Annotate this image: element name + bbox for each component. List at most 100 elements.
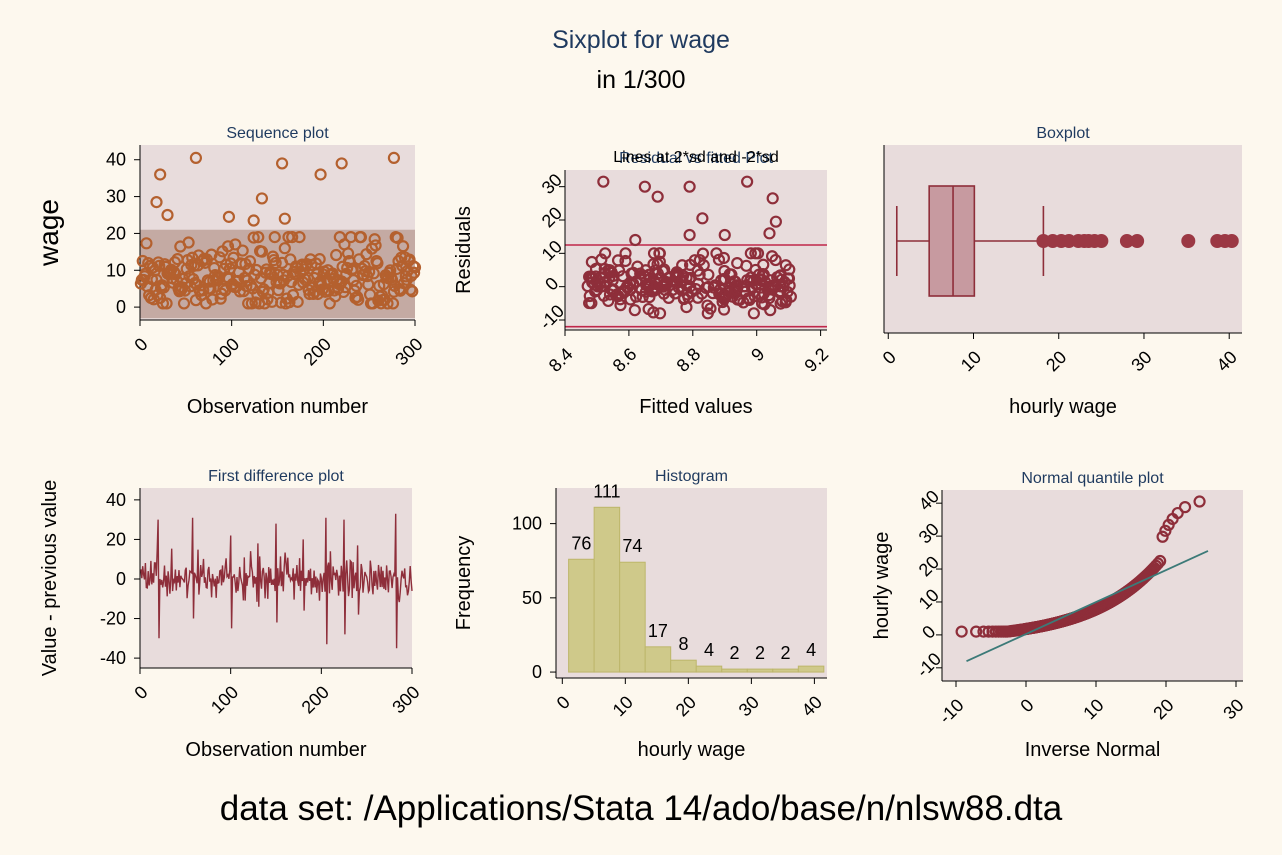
sequence-point: [278, 242, 291, 255]
residual-point: [747, 307, 760, 320]
residual-point: [712, 253, 726, 266]
sequence-point: [391, 231, 404, 245]
first_difference-y-tick-label: 0: [116, 569, 126, 589]
sequence-point: [153, 259, 166, 273]
sequence-point: [330, 248, 343, 262]
quantile-point: [955, 625, 968, 638]
normal_quantile-y-label: hourly wage: [871, 532, 893, 640]
sequence-point: [197, 284, 210, 297]
sequence-y-tick-label: 30: [106, 187, 126, 207]
quantile-reference-line: [966, 550, 1209, 663]
sequence-point: [168, 256, 181, 269]
sequence-point: [247, 231, 260, 244]
sequence-point: [222, 210, 236, 223]
histogram-bar: [695, 665, 723, 673]
boxplot-outlier: [1130, 234, 1145, 248]
residual-point: [651, 190, 664, 203]
sequence-point: [385, 273, 399, 286]
sequence-point: [369, 239, 382, 252]
residual-point: [597, 289, 611, 302]
first_difference-y-tick-label: -40: [100, 648, 126, 668]
sequence-point: [291, 295, 304, 308]
sequence-point: [177, 297, 191, 310]
sequence-point: [406, 285, 419, 298]
residual-point: [763, 227, 776, 240]
sequence-point: [156, 297, 170, 310]
residual-point: [764, 304, 777, 317]
sequence-point: [255, 192, 269, 205]
quantile-point: [1193, 495, 1206, 508]
residual-point: [702, 268, 715, 281]
sequence-point: [206, 293, 219, 306]
residual-point: [764, 274, 777, 287]
histogram-bar-label: 111: [593, 481, 620, 501]
residual-point: [683, 228, 696, 242]
residual-point: [696, 212, 709, 225]
sequence-point: [247, 214, 260, 227]
sequence-point: [354, 231, 368, 244]
residual-point: [614, 287, 627, 300]
sequence-point: [407, 266, 421, 279]
histogram-bar-label: 17: [648, 621, 668, 641]
residual-point: [638, 180, 651, 193]
residual-point: [731, 257, 744, 270]
boxplot-outlier: [1224, 234, 1239, 248]
sequence-point: [404, 283, 417, 296]
residual-point: [658, 278, 671, 291]
residual-point: [599, 247, 612, 260]
residual-point: [650, 278, 663, 291]
residual-point: [691, 277, 705, 290]
residual-subtitle: Lines at 2*sd and -2*sd: [613, 149, 778, 166]
quantile-point: [1154, 554, 1167, 568]
residual-point: [642, 302, 655, 316]
residual-point: [755, 297, 769, 310]
residual-point: [750, 278, 763, 291]
histogram-bar: [644, 646, 672, 673]
sequence-point: [335, 157, 348, 170]
first_difference-y-label: Value - previous value: [39, 480, 61, 676]
residual-point: [683, 271, 697, 285]
sequence-point: [227, 251, 240, 264]
histogram-bar-label: 8: [678, 634, 688, 654]
histogram-bar-label: 4: [704, 640, 714, 660]
sequence-point: [386, 297, 400, 310]
figure-subtitle: in 1/300: [597, 66, 686, 94]
sequence-point: [286, 231, 299, 244]
residual-point: [773, 269, 787, 282]
residual-point: [653, 247, 666, 260]
residual-point: [624, 293, 637, 306]
sequence-y-tick-label: 10: [106, 260, 126, 280]
sequence-point: [314, 168, 327, 181]
sequence-point: [161, 208, 174, 222]
sequence-point: [408, 261, 422, 274]
residual-x-label: Fitted values: [639, 396, 752, 418]
residual-point: [749, 247, 762, 260]
sequence-point: [367, 267, 380, 280]
quantile-point: [1178, 501, 1192, 514]
sequence-point: [264, 267, 278, 281]
sequence-point: [303, 287, 316, 301]
sequence-point: [275, 157, 289, 170]
figure-footer: data set: /Applications/Stata 14/ado/bas…: [220, 789, 1063, 828]
residual-point: [611, 254, 625, 267]
sequence-point: [255, 245, 269, 258]
residual-point: [710, 247, 723, 260]
normal_quantile-x-label: Inverse Normal: [1025, 739, 1161, 761]
residual-point: [757, 258, 770, 271]
residual-point: [741, 175, 754, 188]
sequence-point: [272, 284, 285, 297]
sequence-point: [236, 244, 249, 257]
sequence-y-label: wage: [33, 199, 64, 267]
residual-point: [627, 266, 640, 279]
first_difference-y-tick-label: 40: [106, 490, 126, 510]
residual-point: [653, 255, 666, 268]
histogram-y-tick-label: 100: [512, 514, 542, 534]
residual-point: [744, 247, 757, 260]
quantile-point: [1151, 557, 1165, 570]
histogram-bar: [670, 659, 697, 673]
sequence-point: [240, 280, 253, 293]
residual-point: [781, 285, 794, 299]
